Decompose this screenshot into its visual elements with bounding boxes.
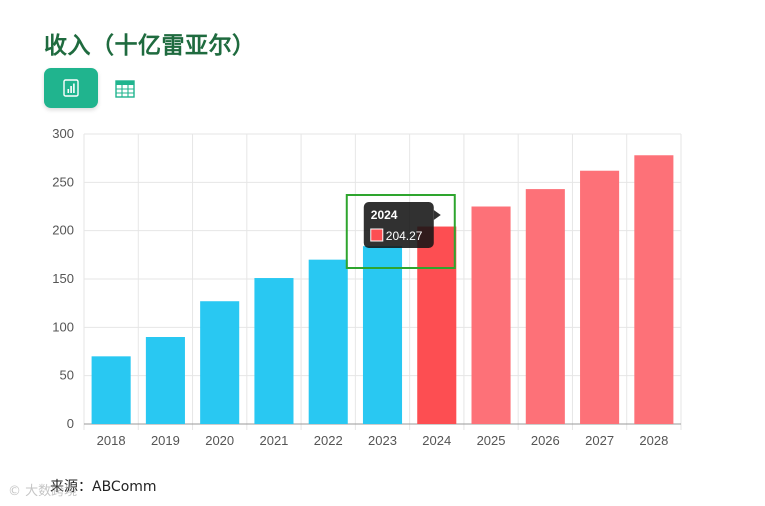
y-tick-label: 300 — [52, 126, 74, 141]
table-grid-icon — [115, 80, 135, 98]
bar-2028 — [634, 155, 674, 424]
bar-2019 — [145, 337, 185, 424]
bar-2025 — [471, 206, 511, 424]
x-tick-label: 2020 — [205, 433, 234, 448]
bar-2027 — [580, 170, 620, 424]
x-tick-label: 2019 — [151, 433, 180, 448]
y-tick-label: 250 — [52, 174, 74, 189]
tooltip-category: 2024 — [371, 208, 398, 222]
x-tick-label: 2028 — [639, 433, 668, 448]
chart-view-button[interactable] — [44, 68, 98, 108]
tooltip-caret — [433, 210, 441, 220]
x-tick-label: 2022 — [314, 433, 343, 448]
table-view-button[interactable] — [108, 72, 142, 106]
y-tick-label: 100 — [52, 319, 74, 334]
watermark: © 大数跨境 — [8, 484, 78, 499]
y-tick-label: 50 — [60, 368, 74, 383]
bar-2020 — [200, 301, 240, 424]
x-tick-label: 2024 — [422, 433, 451, 448]
tooltip-focus-box — [345, 194, 456, 269]
x-tick-label: 2027 — [585, 433, 614, 448]
bar-2018 — [91, 356, 131, 424]
bar-2024 — [417, 226, 457, 424]
revenue-bar-chart: 0 50 100 150 200 250 300 2018 2019 2020 2021 2022 20… — [52, 126, 682, 448]
x-tick-label: 2026 — [531, 433, 560, 448]
x-tick-label: 2025 — [477, 433, 506, 448]
tooltip-value: 204.27 — [386, 229, 423, 243]
y-tick-label: 200 — [52, 223, 74, 238]
bar-2021 — [254, 278, 294, 424]
x-tick-label: 2021 — [259, 433, 288, 448]
y-tick-label: 150 — [52, 271, 74, 286]
bar-2026 — [525, 189, 565, 424]
source-note: 来源：ABComm — [50, 479, 157, 495]
y-tick-label: 0 — [67, 416, 74, 431]
bar-2022 — [308, 259, 348, 424]
tooltip-swatch — [370, 228, 384, 242]
bar-2023 — [362, 246, 403, 424]
bar-chart-icon — [63, 79, 79, 97]
page-title: 收入（十亿雷亚尔） — [44, 33, 256, 59]
x-tick-label: 2023 — [368, 433, 397, 448]
x-tick-label: 2018 — [97, 433, 126, 448]
